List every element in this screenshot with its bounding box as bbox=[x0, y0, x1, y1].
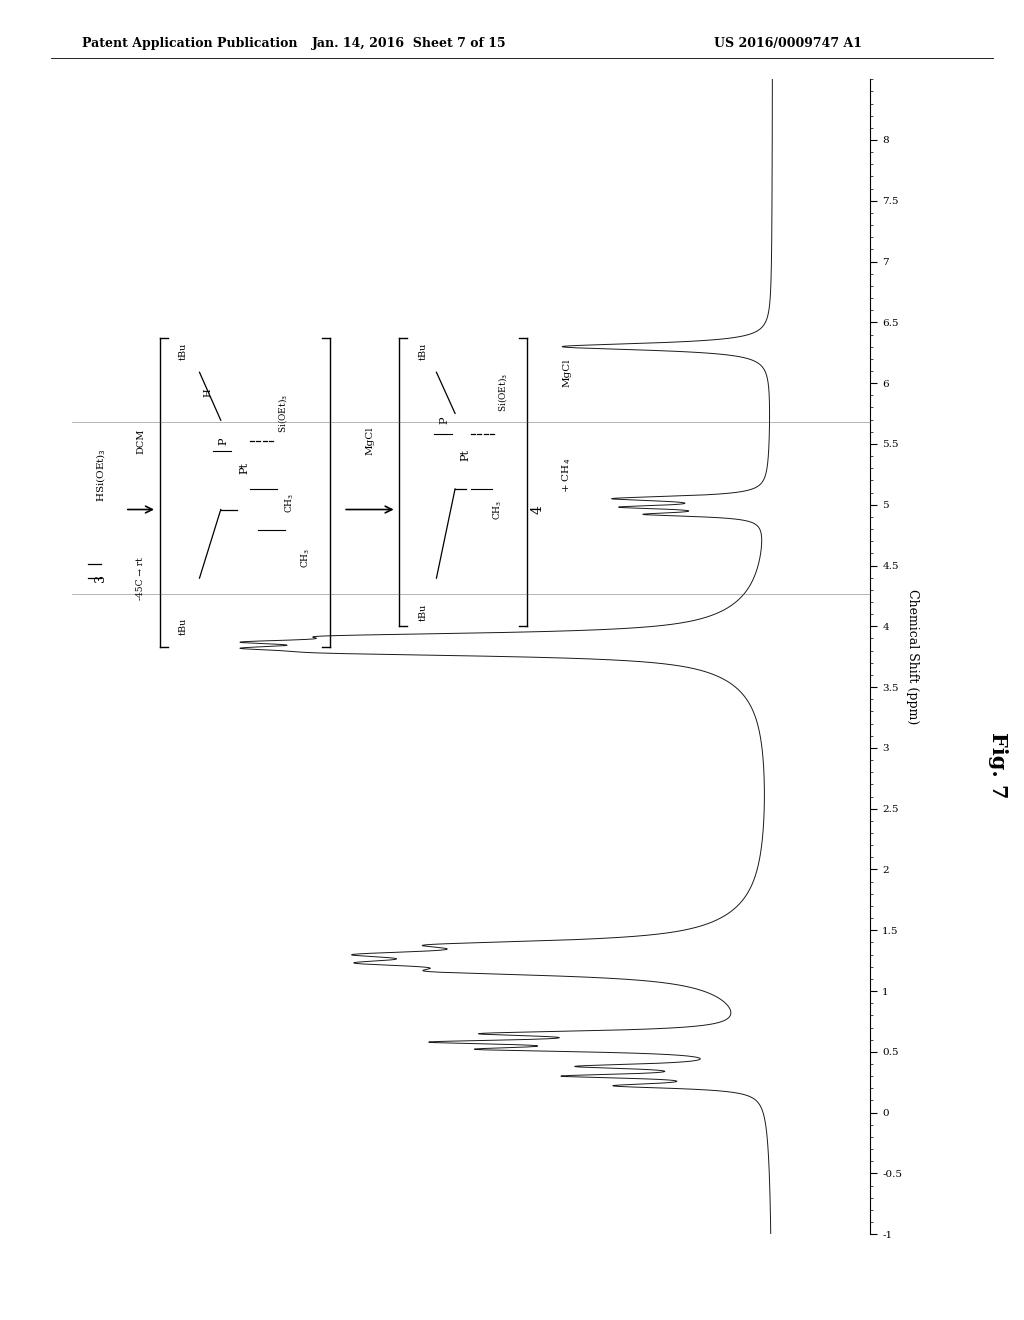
Text: CH$_3$: CH$_3$ bbox=[492, 499, 504, 520]
Text: -45C → rt: -45C → rt bbox=[136, 557, 145, 599]
Text: Si(OEt)$_3$: Si(OEt)$_3$ bbox=[497, 374, 510, 412]
Text: Pt: Pt bbox=[240, 462, 250, 474]
Text: CH$_3$: CH$_3$ bbox=[300, 548, 312, 568]
Text: MgCl: MgCl bbox=[366, 426, 375, 455]
Text: P: P bbox=[218, 437, 228, 445]
Text: H: H bbox=[203, 388, 212, 397]
Y-axis label: Chemical Shift (ppm): Chemical Shift (ppm) bbox=[906, 589, 919, 725]
Text: MgCl: MgCl bbox=[562, 358, 571, 387]
Text: HSi(OEt)$_3$: HSi(OEt)$_3$ bbox=[94, 449, 108, 502]
Text: tBu: tBu bbox=[419, 343, 428, 360]
Text: Si(OEt)$_3$: Si(OEt)$_3$ bbox=[275, 393, 289, 433]
Text: P: P bbox=[439, 417, 450, 424]
Text: DCM: DCM bbox=[136, 428, 145, 454]
Text: 3: 3 bbox=[94, 574, 108, 582]
Text: Fig. 7: Fig. 7 bbox=[988, 733, 1009, 799]
Text: tBu: tBu bbox=[179, 343, 188, 360]
Text: CH$_3$: CH$_3$ bbox=[284, 492, 296, 512]
Text: 4: 4 bbox=[530, 506, 545, 513]
Text: Patent Application Publication: Patent Application Publication bbox=[82, 37, 297, 50]
Text: tBu: tBu bbox=[419, 603, 428, 622]
Text: US 2016/0009747 A1: US 2016/0009747 A1 bbox=[715, 37, 862, 50]
Text: Jan. 14, 2016  Sheet 7 of 15: Jan. 14, 2016 Sheet 7 of 15 bbox=[312, 37, 507, 50]
Text: + CH$_4$: + CH$_4$ bbox=[560, 458, 573, 492]
Text: Pt: Pt bbox=[461, 449, 471, 461]
Text: tBu: tBu bbox=[179, 618, 188, 635]
